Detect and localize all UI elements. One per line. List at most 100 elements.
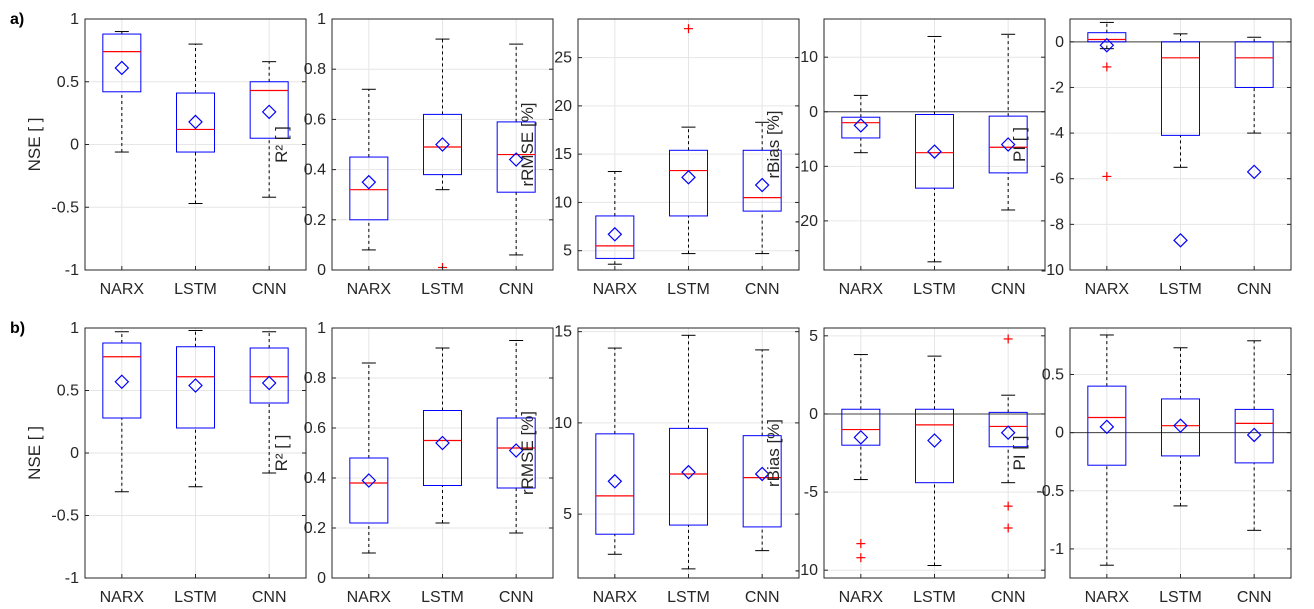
mean-diamond-marker	[1000, 137, 1016, 152]
outlier-marker	[1102, 62, 1112, 72]
x-tick-label-narx: NARX	[347, 589, 392, 606]
interquartile-box	[841, 116, 881, 139]
y-tick-label: 0.6	[304, 111, 326, 128]
interquartile-box	[1087, 32, 1127, 43]
interquartile-box	[988, 115, 1028, 174]
x-tick-label-lstm: LSTM	[421, 589, 464, 606]
x-tick-label-narx: NARX	[100, 589, 145, 606]
plot-marks	[595, 334, 782, 570]
interquartile-box	[423, 113, 462, 176]
y-axis-label: NSE [ ]	[25, 118, 44, 172]
box-cnn	[1234, 36, 1274, 180]
interquartile-box	[102, 342, 142, 419]
interquartile-box	[1087, 385, 1127, 466]
subplot-a-5: -10 -8 -6 -4 -2 0 NARX LSTM CNN PI [ ]	[1010, 18, 1292, 298]
interquartile-box	[423, 410, 462, 486]
x-tick-label-cnn: CNN	[1237, 589, 1272, 606]
mean-diamond-marker	[1099, 419, 1115, 435]
mean-diamond-marker	[508, 443, 524, 458]
mean-diamond-marker	[361, 174, 377, 190]
mean-diamond-marker	[114, 374, 130, 390]
y-axis-label: R² [ ]	[272, 126, 291, 163]
y-tick-label: -10	[1041, 262, 1064, 279]
mean-diamond-marker	[754, 177, 770, 193]
box-cnn	[1234, 340, 1274, 531]
mean-diamond-marker	[188, 114, 203, 130]
y-tick-label: -0.5	[51, 199, 79, 216]
mean-diamond-marker	[1099, 37, 1115, 53]
interquartile-box	[1234, 408, 1274, 464]
box-cnn	[249, 331, 289, 474]
y-tick-label: -2	[1050, 79, 1064, 96]
mean-diamond-marker	[1000, 425, 1016, 441]
box-lstm	[1161, 33, 1200, 248]
y-tick-label: 0.4	[304, 162, 326, 179]
plot-marks	[841, 334, 1028, 566]
box-cnn	[742, 121, 782, 255]
y-tick-label: -0.5	[51, 508, 79, 525]
x-tick-label-narx: NARX	[347, 281, 392, 298]
subplot-b-3: 5 10 15 NARX LSTM CNN rRMSE [%]	[518, 324, 800, 606]
x-tick-label-lstm: LSTM	[174, 281, 217, 298]
subplot-b-4: -10 -5 0 5 NARX LSTM CNN rBias [%]	[764, 327, 1046, 606]
y-tick-label: 0	[70, 445, 79, 462]
y-tick-label: -1	[1050, 541, 1064, 558]
interquartile-box	[915, 113, 954, 189]
x-tick-label-lstm: LSTM	[913, 589, 956, 606]
x-tick-label-cnn: CNN	[991, 589, 1026, 606]
mean-diamond-marker	[681, 464, 696, 480]
box-narx	[595, 171, 635, 265]
y-tick-label: 0	[317, 262, 326, 279]
y-tick-label: 1	[70, 11, 79, 28]
y-tick-label: 5	[563, 506, 572, 523]
box-lstm	[915, 355, 954, 566]
interquartile-box	[669, 149, 708, 217]
mean-diamond-marker	[361, 473, 377, 488]
y-axis-label: rRMSE [%]	[518, 411, 537, 495]
x-tick-label-cnn: CNN	[745, 589, 780, 606]
mean-diamond-marker	[1173, 418, 1188, 434]
row-label-b: b)	[10, 320, 25, 337]
interquartile-box	[841, 408, 881, 446]
x-tick-label-cnn: CNN	[252, 589, 287, 606]
interquartile-box	[349, 156, 389, 221]
box-cnn	[988, 334, 1028, 533]
y-tick-label: 0.5	[1042, 367, 1064, 384]
outlier-marker	[1003, 334, 1013, 344]
y-axis-label: PI [ ]	[1010, 127, 1029, 162]
y-tick-label: 10	[554, 194, 572, 211]
outlier-marker	[684, 24, 693, 34]
interquartile-box	[176, 346, 215, 429]
interquartile-box	[742, 435, 782, 528]
x-tick-label-lstm: LSTM	[667, 589, 710, 606]
x-tick-label-cnn: CNN	[991, 281, 1026, 298]
mean-diamond-marker	[1246, 164, 1262, 180]
interquartile-box	[669, 427, 708, 526]
interquartile-box	[249, 81, 289, 139]
y-tick-label: 0.4	[304, 470, 326, 487]
box-lstm	[915, 35, 954, 263]
box-lstm	[176, 43, 215, 204]
mean-diamond-marker	[927, 144, 942, 159]
y-tick-label: 15	[554, 146, 572, 163]
mean-diamond-marker	[927, 433, 942, 448]
y-tick-label: 0.6	[304, 420, 326, 437]
plot-marks	[102, 330, 289, 493]
box-narx	[1087, 334, 1127, 566]
mean-diamond-marker	[435, 435, 450, 451]
y-tick-label: 5	[809, 328, 818, 345]
outlier-marker	[1102, 171, 1112, 181]
y-tick-label: 25	[554, 50, 572, 67]
y-tick-label: 0.5	[57, 383, 79, 400]
x-tick-label-lstm: LSTM	[421, 281, 464, 298]
box-narx	[841, 94, 881, 154]
y-tick-label: -1	[65, 262, 79, 279]
y-tick-label: 1	[317, 320, 326, 337]
box-narx	[1087, 21, 1127, 181]
mean-diamond-marker	[853, 430, 869, 445]
y-tick-label: 0	[809, 104, 818, 121]
y-tick-label: 0.2	[304, 212, 326, 229]
y-axis-label: NSE [ ]	[25, 426, 44, 480]
box-lstm	[669, 334, 708, 570]
row-label-a: a)	[10, 11, 24, 28]
